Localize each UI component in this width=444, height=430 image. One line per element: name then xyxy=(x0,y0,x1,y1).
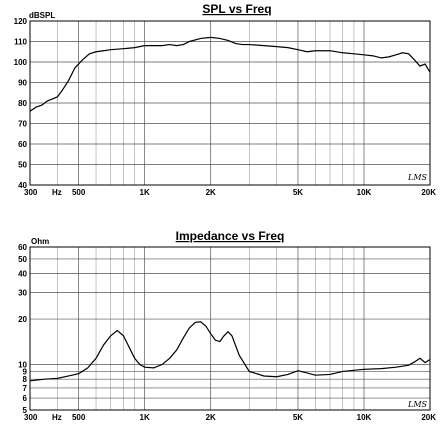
spl-chart-title: SPL vs Freq xyxy=(202,2,271,16)
spl-x-tick-label: 2K xyxy=(206,188,216,197)
spl-plot-frame xyxy=(29,20,431,186)
spl-y-tick-label: 60 xyxy=(18,140,27,149)
spl-x-tick-label: 20K xyxy=(421,188,436,197)
impedance-x-tick-label: 10K xyxy=(357,413,372,422)
spl-y-tick-label: 100 xyxy=(14,58,28,67)
spl-y-unit: dBSPL xyxy=(29,11,55,20)
impedance-x-tick-labels: 300 500 1K 2K 5K 10K 20K xyxy=(24,413,436,422)
impedance-y-unit: Ohm xyxy=(31,237,49,246)
impedance-y-tick-label: 9 xyxy=(23,367,28,376)
spl-x-tick-label: 5K xyxy=(293,188,303,197)
impedance-y-tick-label: 7 xyxy=(23,384,28,393)
spl-y-tick-label: 40 xyxy=(18,181,27,190)
impedance-chart-title: Impedance vs Freq xyxy=(176,229,285,243)
spl-y-tick-label: 70 xyxy=(18,120,27,129)
spl-y-tick-labels: 40 50 60 70 80 90 100 110 120 xyxy=(14,17,28,190)
impedance-y-tick-label: 5 xyxy=(23,406,28,415)
impedance-chart: Impedance vs Freq Ohm 56789102030405060 … xyxy=(18,229,436,422)
impedance-brand-label: LMS xyxy=(407,400,428,409)
spl-curve xyxy=(29,36,431,112)
impedance-plot-frame xyxy=(29,246,431,411)
impedance-x-tick-label: 1K xyxy=(140,413,150,422)
impedance-y-tick-label: 30 xyxy=(18,288,27,297)
spl-y-tick-label: 110 xyxy=(14,38,27,47)
spl-x-tick-label: 300 xyxy=(24,188,38,197)
spl-chart: SPL vs Freq dBSPL 405060708090100110120 … xyxy=(14,2,437,197)
spl-x-unit: Hz xyxy=(52,188,62,197)
spl-y-tick-label: 50 xyxy=(18,161,27,170)
spl-grid xyxy=(30,21,430,185)
impedance-y-tick-label: 10 xyxy=(18,361,27,370)
impedance-x-tick-label: 20K xyxy=(421,413,436,422)
impedance-y-tick-label: 8 xyxy=(23,375,28,384)
impedance-x-tick-label: 5K xyxy=(293,413,303,422)
spl-y-tick-label: 90 xyxy=(18,79,27,88)
impedance-y-tick-label: 20 xyxy=(18,315,27,324)
spl-y-tick-label: 120 xyxy=(14,17,28,26)
impedance-curve xyxy=(29,321,431,382)
impedance-y-tick-label: 6 xyxy=(23,394,28,403)
spl-x-tick-labels: 300 500 1K 2K 5K 10K 20K xyxy=(24,188,436,197)
impedance-x-tick-label: 2K xyxy=(206,413,216,422)
spl-brand-label: LMS xyxy=(407,173,428,182)
impedance-y-tick-label: 40 xyxy=(18,270,27,279)
impedance-grid xyxy=(30,247,430,410)
impedance-y-tick-label: 50 xyxy=(18,255,27,264)
spl-x-tick-label: 1K xyxy=(140,188,150,197)
spl-x-tick-label: 500 xyxy=(72,188,86,197)
impedance-y-tick-label: 60 xyxy=(18,243,27,252)
spl-x-tick-label: 10K xyxy=(357,188,372,197)
impedance-x-unit: Hz xyxy=(52,413,62,422)
impedance-x-tick-label: 300 xyxy=(24,413,38,422)
spl-y-tick-label: 80 xyxy=(18,99,27,108)
impedance-x-tick-label: 500 xyxy=(72,413,86,422)
